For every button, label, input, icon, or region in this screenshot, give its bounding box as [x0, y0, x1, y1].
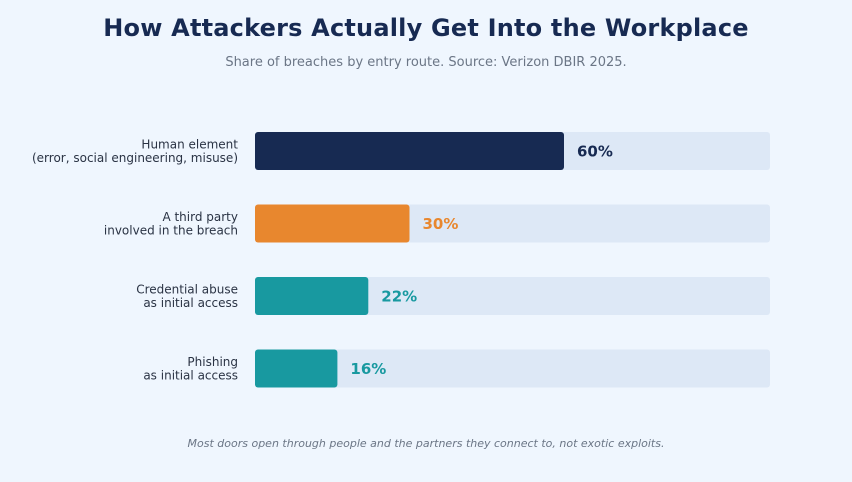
category-label-line: as initial access	[143, 296, 238, 310]
category-label-line: Human element	[141, 137, 238, 151]
bar	[255, 204, 410, 243]
bar-track	[255, 349, 770, 388]
data-label: 22%	[381, 288, 417, 306]
chart-title: How Attackers Actually Get Into the Work…	[103, 14, 749, 42]
category-label-line: as initial access	[143, 368, 238, 382]
bar	[255, 277, 369, 315]
chart-subtitle: Share of breaches by entry route. Source…	[225, 55, 627, 70]
category-label: A third party involved in the breach	[104, 210, 238, 238]
bar	[255, 132, 564, 170]
category-label-line: Phishing	[187, 355, 238, 369]
chart-footnote: Most doors open through people and the p…	[187, 437, 665, 450]
data-label: 30%	[423, 215, 459, 233]
category-label-line: A third party	[162, 210, 238, 224]
data-label: 60%	[577, 143, 613, 161]
category-label-line: involved in the breach	[104, 223, 238, 237]
category-label: Phishing as initial access	[143, 355, 238, 383]
category-label-line: Credential abuse	[136, 282, 238, 296]
category-label: Human element (error, social engineering,…	[32, 137, 238, 165]
category-label-line: (error, social engineering, misuse)	[32, 151, 238, 165]
bar	[255, 349, 338, 388]
bar-track	[255, 277, 770, 315]
category-label: Credential abuse as initial access	[136, 282, 238, 310]
data-label: 16%	[350, 360, 386, 378]
